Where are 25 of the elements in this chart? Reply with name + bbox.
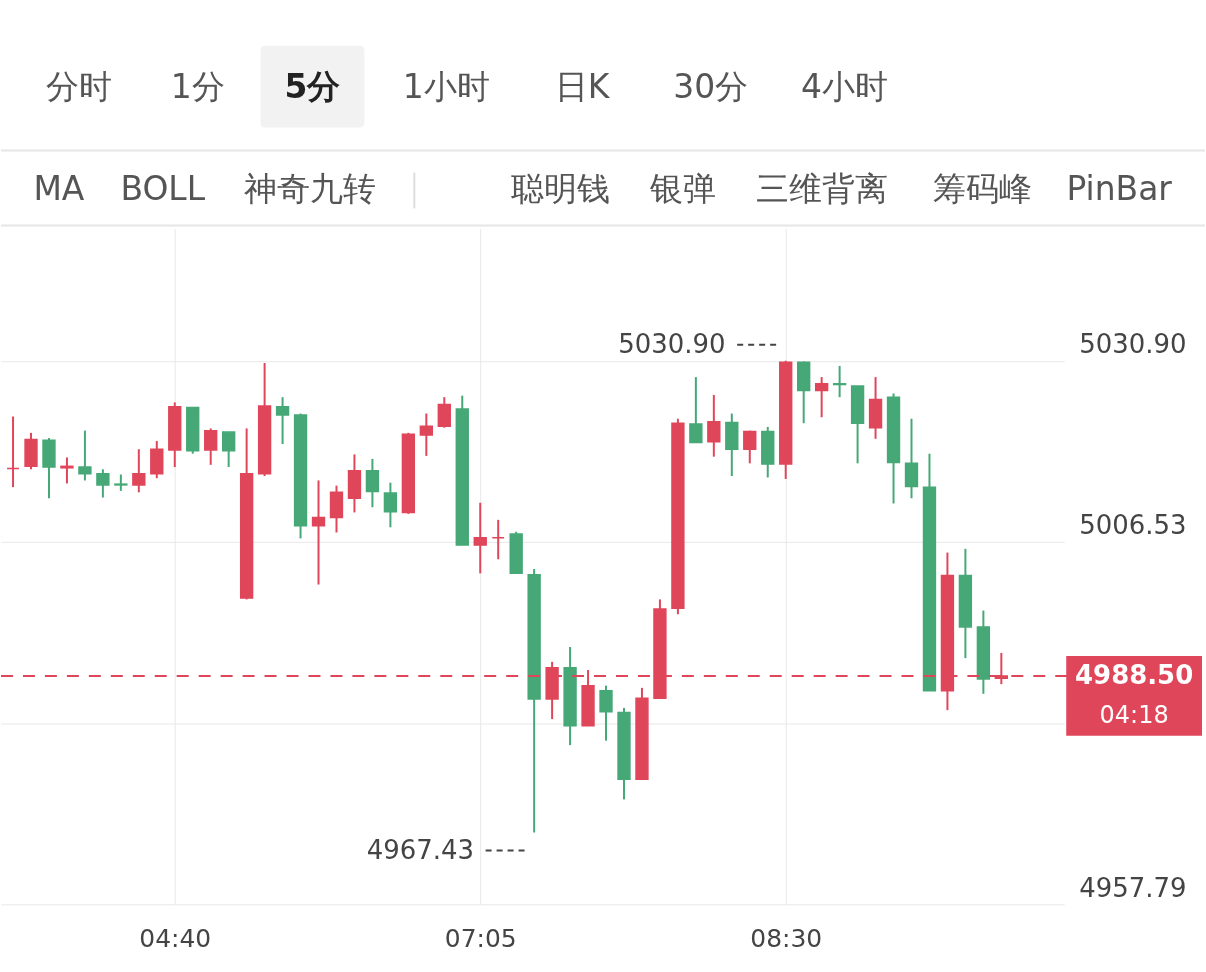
x-tick-label: 04:40 (139, 923, 212, 953)
text: 1小时 (402, 66, 490, 106)
x-tick-label: 07:05 (444, 923, 517, 953)
text: 分时 (45, 66, 112, 106)
text: 筹码峰 (932, 169, 1032, 209)
annotation: 4967.43 (366, 834, 474, 865)
text: 三维背离 (755, 169, 888, 209)
text: 银弹 (648, 169, 716, 209)
text: 5分 (284, 66, 341, 106)
text: 聪明钱 (510, 169, 610, 209)
ref-line-label: 4988.50 (1075, 659, 1194, 690)
text: 30分 (673, 66, 749, 106)
y-tick-label: 5006.53 (1079, 510, 1187, 541)
text: 日K (554, 66, 611, 106)
text: 1分 (170, 66, 225, 106)
y-tick-label: 5030.90 (1079, 329, 1187, 360)
text: PinBar (1066, 169, 1173, 209)
annotation: 5030.90 (618, 328, 726, 359)
text: 04:18 (1099, 700, 1169, 729)
x-tick-label: 08:30 (750, 923, 823, 953)
text: BOLL (120, 169, 206, 209)
text: 神奇九转 (244, 169, 377, 209)
text: 4小时 (801, 66, 889, 106)
text: MA (33, 169, 85, 209)
y-tick-label: 4957.79 (1079, 872, 1187, 903)
